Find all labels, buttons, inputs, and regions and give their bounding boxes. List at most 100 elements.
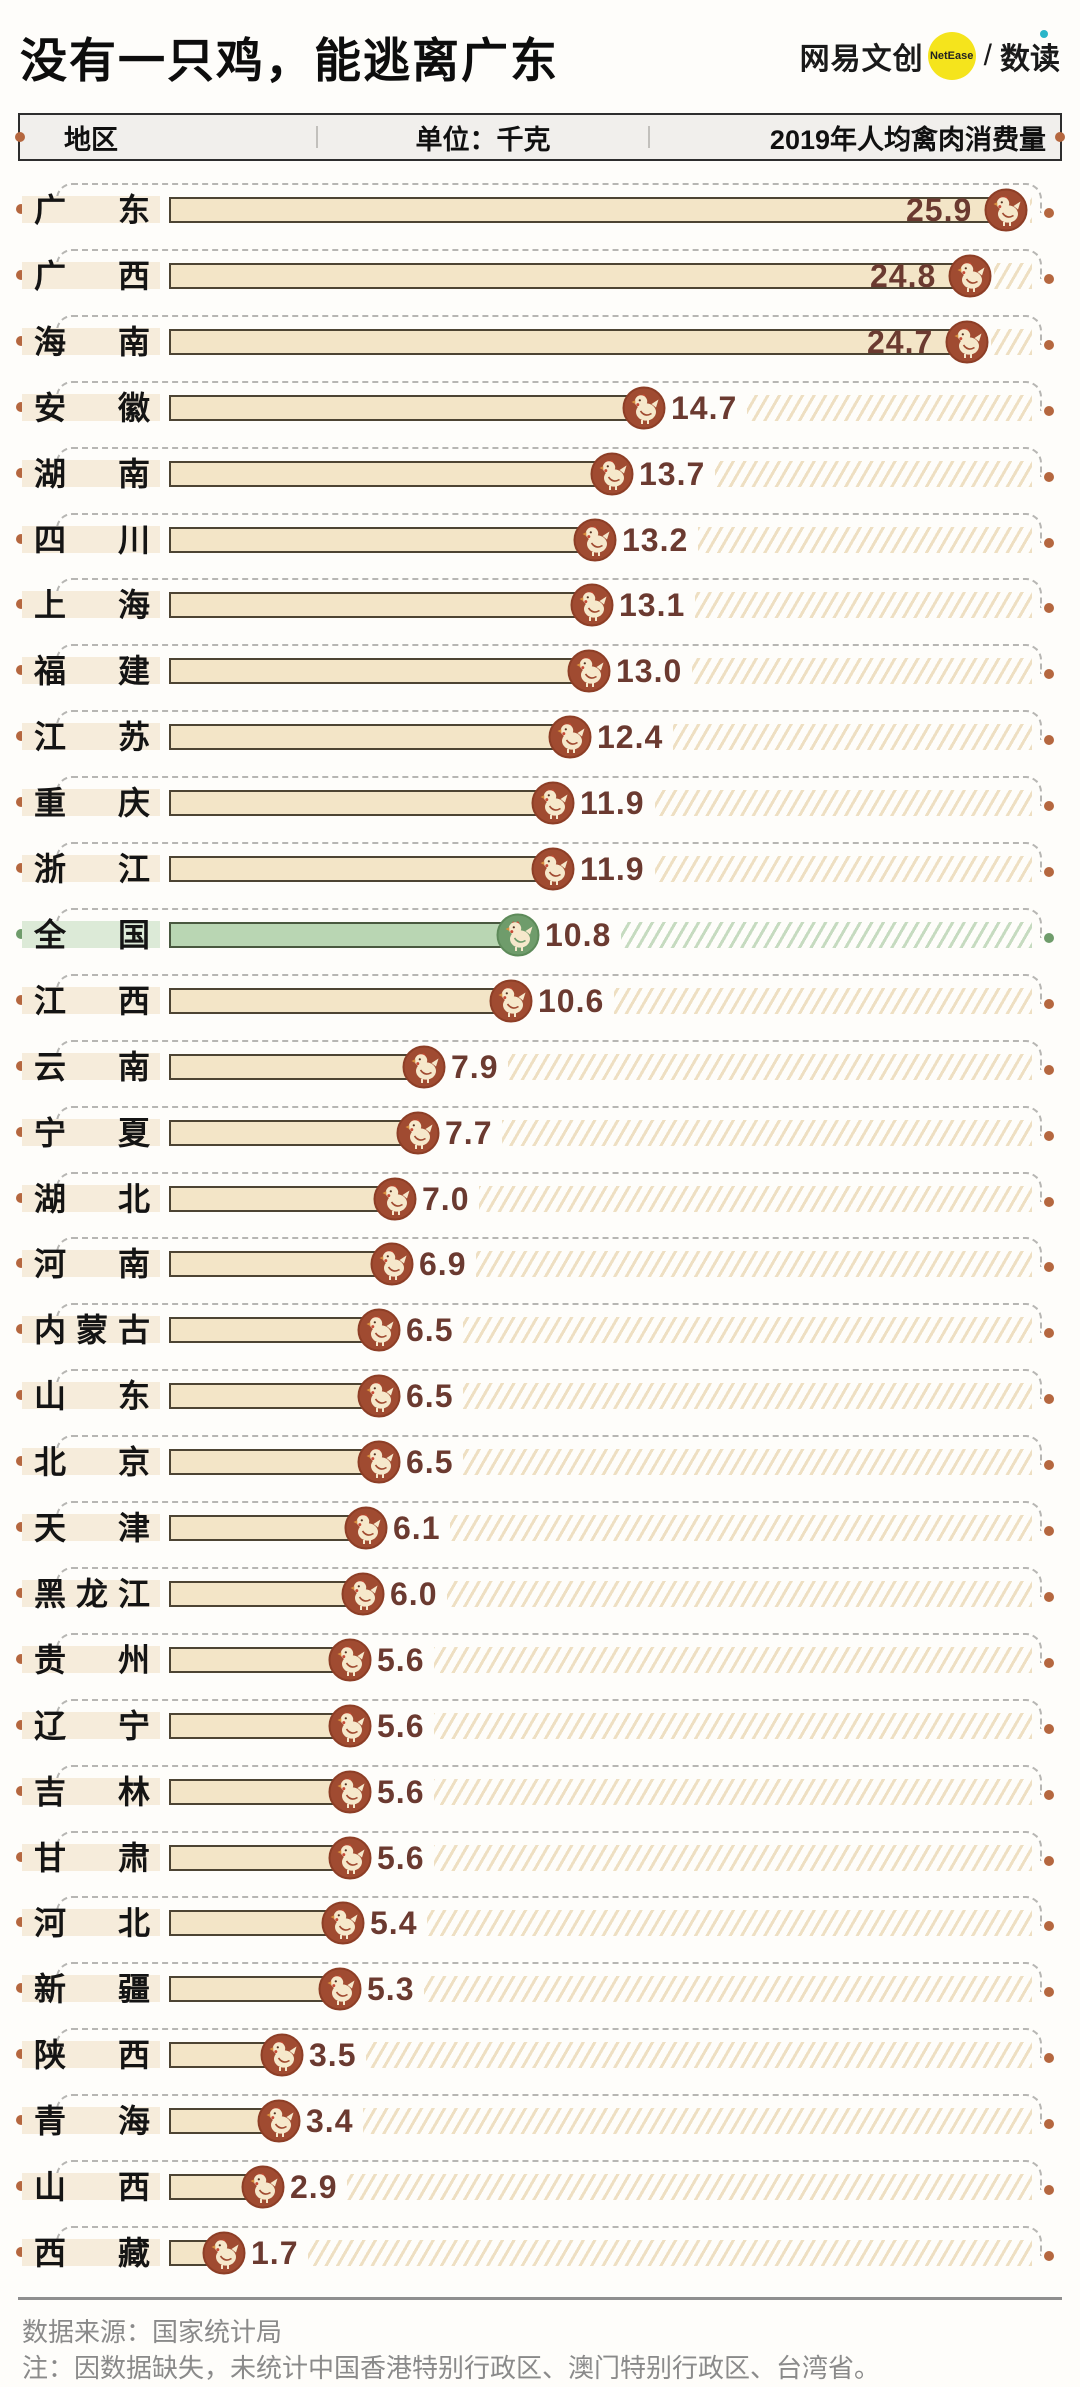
row-right-dot-icon: [1044, 2185, 1054, 2195]
row-left-dot-icon: [16, 2115, 26, 2125]
header-region-label: 地区: [64, 124, 118, 155]
chart-row-陕西: 陕西 3.5: [0, 2017, 1080, 2083]
label-highlight: [22, 262, 160, 289]
label-highlight: [22, 1448, 160, 1475]
row-right-dot-icon: [1044, 472, 1054, 482]
region-label: 上海: [34, 587, 150, 623]
chicken-icon: [370, 1242, 414, 1286]
row-left-dot-icon: [16, 1588, 26, 1598]
chart-row-海南: 海南 24.7: [0, 304, 1080, 370]
value-label: 10.6: [538, 983, 605, 1019]
row-right-dot-icon: [1044, 735, 1054, 745]
chicken-icon: [321, 1901, 365, 1945]
label-highlight: [22, 1316, 160, 1343]
consumption-bar: [169, 724, 574, 750]
row-right-dot-icon: [1044, 603, 1054, 613]
row-left-dot-icon: [16, 1720, 26, 1730]
row-left-dot-icon: [16, 2247, 26, 2257]
chicken-icon: [357, 1440, 401, 1484]
row-left-dot-icon: [16, 1852, 26, 1862]
row-left-dot-icon: [16, 599, 26, 609]
row-right-dot-icon: [1044, 1262, 1054, 1272]
row-left-dot-icon: [16, 270, 26, 280]
row-left-dot-icon: [16, 1456, 26, 1466]
label-highlight: [22, 1185, 160, 1212]
header-right-dot-icon: [1055, 132, 1065, 142]
label-highlight: [22, 1975, 160, 2002]
region-label: 内蒙古: [34, 1312, 150, 1348]
row-left-dot-icon: [16, 1127, 26, 1137]
value-label: 13.0: [616, 653, 683, 689]
chart-row-江西: 江西 10.6: [0, 963, 1080, 1029]
region-label: 新疆: [34, 1971, 150, 2007]
chicken-icon: [496, 913, 540, 957]
remainder-hatch: [1030, 197, 1032, 223]
remainder-hatch: [434, 1647, 1032, 1673]
row-left-dot-icon: [16, 1390, 26, 1400]
chart-row-河南: 河南 6.9: [0, 1226, 1080, 1292]
remainder-hatch: [614, 988, 1032, 1014]
label-highlight: [22, 789, 160, 816]
region-label: 河北: [34, 1905, 150, 1941]
row-left-dot-icon: [16, 468, 26, 478]
value-label: 12.4: [597, 719, 664, 755]
row-right-dot-icon: [1044, 1526, 1054, 1536]
label-highlight: [22, 1053, 160, 1080]
remainder-hatch: [695, 592, 1032, 618]
row-left-dot-icon: [16, 2181, 26, 2191]
value-label: 25.9: [906, 192, 973, 228]
remainder-hatch: [621, 922, 1032, 948]
value-label: 5.6: [377, 1708, 425, 1744]
remainder-hatch: [994, 263, 1032, 289]
consumption-bar: [169, 592, 596, 618]
value-label: 24.7: [867, 324, 934, 360]
label-highlight: [22, 328, 160, 355]
region-label: 天津: [34, 1510, 150, 1546]
value-label: 5.6: [377, 1840, 425, 1876]
consumption-bar: [169, 1515, 370, 1541]
value-label: 3.5: [309, 2037, 357, 2073]
chicken-icon: [328, 1704, 372, 1748]
row-left-dot-icon: [16, 665, 26, 675]
remainder-hatch: [450, 1515, 1032, 1541]
value-label: 3.4: [306, 2103, 354, 2139]
region-label: 陕西: [34, 2037, 150, 2073]
row-left-dot-icon: [16, 204, 26, 214]
remainder-hatch: [479, 1186, 1032, 1212]
region-label: 海南: [34, 324, 150, 360]
row-right-dot-icon: [1044, 1987, 1054, 1997]
row-left-dot-icon: [16, 1917, 26, 1927]
chart-row-湖南: 湖南 13.7: [0, 436, 1080, 502]
chicken-icon: [590, 452, 634, 496]
logo-product-text: 数读: [1000, 30, 1064, 78]
value-label: 13.2: [622, 522, 689, 558]
header-left-dot-icon: [15, 132, 25, 142]
label-highlight: [22, 2239, 160, 2266]
value-label: 11.9: [580, 851, 645, 887]
chart-row-浙江: 浙江 11.9: [0, 831, 1080, 897]
chart-row-黑龙江: 黑龙江 6.0: [0, 1556, 1080, 1622]
chicken-icon: [328, 1836, 372, 1880]
region-label: 全国: [34, 917, 150, 953]
remainder-hatch: [655, 856, 1032, 882]
row-right-dot-icon: [1044, 2053, 1054, 2063]
row-right-dot-icon: [1044, 1724, 1054, 1734]
consumption-bar: [169, 988, 515, 1014]
consumption-bar: [169, 1976, 344, 2002]
label-highlight: [22, 1712, 160, 1739]
row-right-dot-icon: [1044, 1328, 1054, 1338]
chicken-icon: [396, 1111, 440, 1155]
chart-row-甘肃: 甘肃 5.6: [0, 1820, 1080, 1886]
region-label: 山西: [34, 2169, 150, 2205]
remainder-hatch: [502, 1120, 1032, 1146]
row-left-dot-icon: [16, 1983, 26, 1993]
chicken-icon: [948, 254, 992, 298]
remainder-hatch: [655, 790, 1032, 816]
label-highlight: [22, 526, 160, 553]
label-highlight: [22, 1250, 160, 1277]
consumption-bar: [169, 395, 648, 421]
consumption-bar: [169, 1449, 383, 1475]
chicken-icon: [531, 847, 575, 891]
row-left-dot-icon: [16, 534, 26, 544]
value-label: 6.5: [406, 1312, 454, 1348]
